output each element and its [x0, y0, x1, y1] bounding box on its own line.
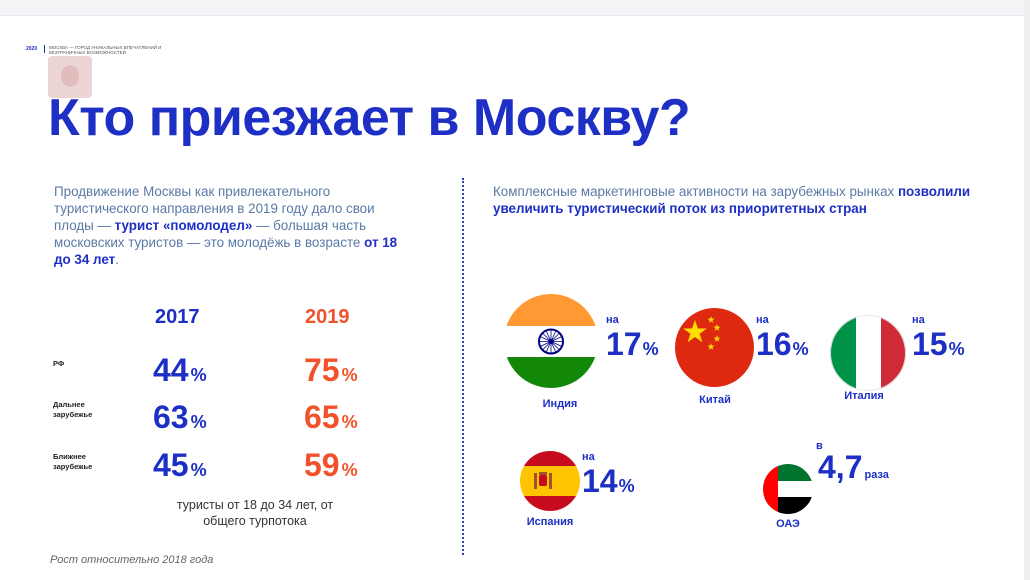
value-rf-2019: 75%	[304, 352, 358, 393]
year-2017-header: 2017	[155, 306, 200, 328]
growth-value: 14	[582, 463, 618, 499]
value-number: 44	[153, 352, 189, 388]
year-2019-header: 2019	[305, 306, 350, 328]
growth-value: 4,7	[818, 449, 863, 485]
value-number: 75	[304, 352, 340, 388]
uae-flag-icon	[763, 464, 813, 514]
lead-highlight-growth: позволили увеличить туристический поток …	[493, 184, 971, 216]
value-number: 59	[304, 447, 340, 483]
row-label-rf: РФ	[53, 359, 65, 368]
growth-unit: %	[618, 476, 635, 496]
value-number: 45	[153, 447, 189, 483]
growth-uae: 4,7 раза	[818, 449, 889, 493]
country-label-china: Китай	[699, 394, 731, 406]
growth-value: 15	[912, 326, 948, 362]
percent-sign: %	[190, 365, 207, 385]
right-edge	[1024, 0, 1030, 580]
header-year: 2020	[26, 46, 38, 52]
prefix-india: на	[606, 314, 619, 326]
growth-value: 17	[606, 326, 642, 362]
value-far-abroad-2017: 63%	[153, 399, 207, 440]
value-rf-2017: 44%	[153, 352, 207, 393]
growth-china: 16%	[756, 326, 809, 367]
growth-italy: 15%	[912, 326, 965, 367]
table-caption: туристы от 18 до 34 лет, от общего турпо…	[176, 498, 334, 528]
prefix-china: на	[756, 314, 769, 326]
lead-text-part: — большая часть московских туристов — эт…	[54, 218, 367, 250]
growth-spain: 14%	[582, 463, 635, 504]
percent-sign: %	[341, 412, 358, 432]
growth-value: 16	[756, 326, 792, 362]
italy-flag-icon	[830, 315, 906, 391]
moscow-emblem-icon	[48, 56, 92, 98]
lead-highlight-age-range: от 18 до 34 лет	[54, 235, 398, 267]
country-label-spain: Испания	[526, 516, 574, 528]
spain-flag-icon	[520, 451, 580, 511]
growth-unit: раза	[864, 469, 889, 481]
value-near-abroad-2017: 45%	[153, 447, 207, 488]
left-lead-text: Продвижение Москвы как привлекательного …	[54, 183, 414, 268]
prefix-italy: на	[912, 314, 925, 326]
percent-sign: %	[190, 460, 207, 480]
footnote: Рост относительно 2018 года	[50, 554, 214, 566]
lead-text-part: .	[115, 252, 119, 267]
column-divider	[462, 178, 464, 555]
prefix-spain: на	[582, 451, 595, 463]
right-lead-text: Комплексные маркетинговые активности на …	[493, 183, 983, 217]
percent-sign: %	[341, 365, 358, 385]
value-far-abroad-2019: 65%	[304, 399, 358, 440]
top-bar	[0, 0, 1030, 16]
row-label-near-abroad: Ближнее зарубежье	[53, 452, 93, 471]
india-flag-icon	[504, 294, 598, 388]
lead-text-part: Комплексные маркетинговые активности на …	[493, 184, 898, 199]
percent-sign: %	[341, 460, 358, 480]
header-tagline: МОСКВА — ГОРОД УНИКАЛЬНЫХ ВПЕЧАТЛЕНИЙ И …	[49, 45, 162, 55]
country-label-italy: Италия	[844, 390, 884, 402]
growth-unit: %	[792, 339, 809, 359]
growth-unit: %	[642, 339, 659, 359]
value-near-abroad-2019: 59%	[304, 447, 358, 488]
china-flag-icon	[675, 308, 754, 387]
value-number: 65	[304, 399, 340, 435]
growth-india: 17%	[606, 326, 659, 367]
percent-sign: %	[190, 412, 207, 432]
page-title: Кто приезжает в Москву?	[48, 89, 691, 147]
lead-highlight-young-tourist: турист «помолодел»	[114, 218, 253, 233]
row-label-far-abroad: Дальнее зарубежье	[53, 400, 93, 419]
prefix-uae: в	[816, 440, 823, 452]
growth-unit: %	[948, 339, 965, 359]
header-separator	[44, 45, 45, 53]
lead-text-part: Продвижение Москвы как привлекательного …	[54, 184, 375, 233]
country-label-india: Индия	[542, 398, 578, 410]
country-label-uae: ОАЭ	[776, 518, 800, 530]
value-number: 63	[153, 399, 189, 435]
